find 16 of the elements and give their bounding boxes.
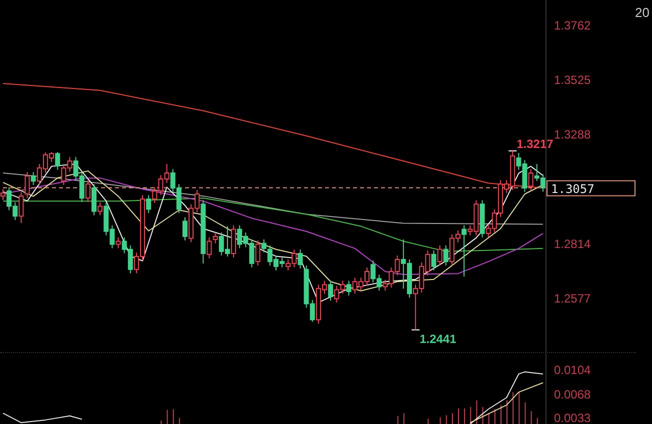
line-series — [2, 172, 544, 225]
y-tick-label: 1.2814 — [554, 237, 592, 252]
ref-line-label: 1.3057 — [551, 182, 594, 196]
y-tick-label: 0.0104 — [554, 363, 592, 378]
text: 20 — [635, 5, 650, 20]
annotation: 1.2441 — [420, 332, 457, 346]
y-tick-label: 1.3762 — [554, 18, 592, 32]
line-series — [2, 412, 82, 424]
y-tick-label: 0.0033 — [554, 411, 592, 424]
y-tick-label: 0.0068 — [554, 388, 592, 402]
line-series — [470, 371, 544, 424]
y-tick-label: 1.3525 — [554, 73, 592, 88]
line-series — [470, 382, 544, 424]
y-tick-label: 1.3288 — [554, 128, 592, 142]
annotation: 1.3217 — [516, 136, 554, 151]
y-tick-label: 1.2577 — [554, 292, 592, 306]
